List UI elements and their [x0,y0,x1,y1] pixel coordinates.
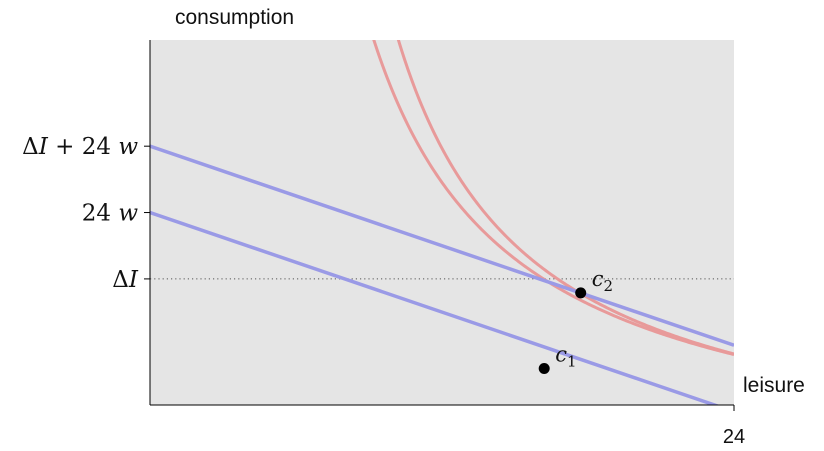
point-c1 [538,363,550,374]
y-axis-label: consumption [175,6,294,29]
indifference-curve-1 [396,40,734,356]
x-axis-label: leisure [743,374,805,397]
point-label-c2: c2 [592,267,613,295]
y-tick-label-2: 24 w [82,201,139,227]
y-tick-label-3: ΔI + 24 w [22,134,138,160]
plot-area [150,40,734,405]
point-label-c1: c1 [555,343,576,371]
budget-line-1 [150,210,720,405]
y-tick-label-1: ΔI [112,267,139,293]
x-tick-label-1: 24 [723,426,745,448]
point-c2 [575,287,587,299]
budget-line-2 [150,144,734,347]
plot-marks [150,40,734,405]
